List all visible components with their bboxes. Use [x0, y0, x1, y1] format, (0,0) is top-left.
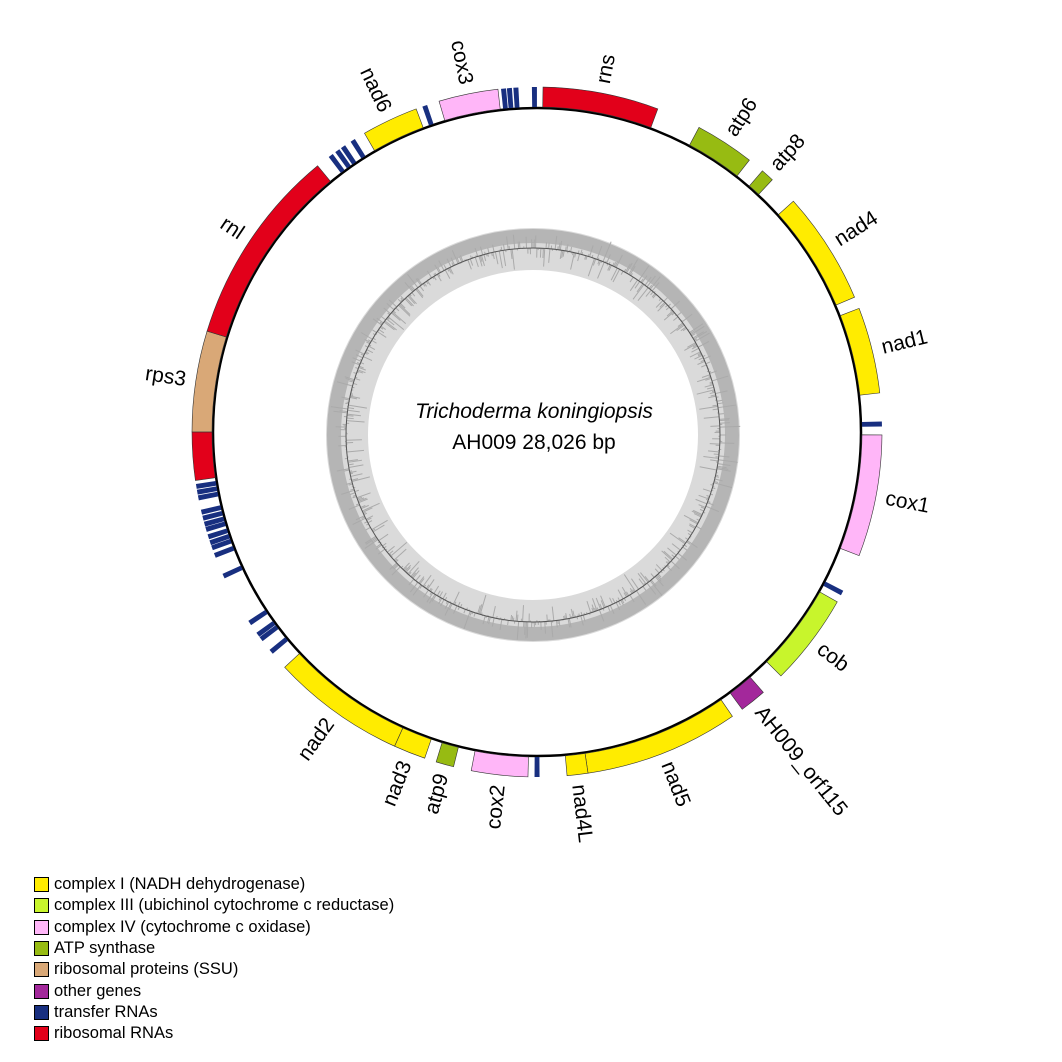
gene-nad4L[interactable] [564, 753, 589, 777]
legend-label: transfer RNAs [54, 1002, 158, 1021]
gene-trn[interactable] [823, 581, 844, 596]
legend-label: complex IV (cytochrome c oxidase) [54, 917, 311, 936]
gene-trn[interactable] [531, 87, 537, 108]
gene-label-rnl: rnl [216, 212, 248, 244]
gene-label-cox1: cox1 [884, 487, 932, 518]
gene-trn[interactable] [222, 565, 243, 579]
legend-item-complex1: complex I (NADH dehydrogenase) [34, 874, 394, 895]
legend-item-ribprot: ribosomal proteins (SSU) [34, 959, 394, 980]
gene-rns[interactable] [542, 86, 659, 128]
legend-item-complex4: complex IV (cytochrome c oxidase) [34, 917, 394, 938]
gene-trn[interactable] [209, 534, 230, 546]
legend-swatch [34, 983, 49, 999]
legend-swatch [34, 1026, 49, 1042]
gene-nad5[interactable] [584, 699, 733, 774]
gene-cob[interactable] [766, 591, 838, 677]
legend-label: ATP synthase [54, 939, 156, 958]
gene-trn[interactable] [203, 516, 225, 527]
gene-atp6[interactable] [689, 126, 750, 177]
gene-label-rns: rns [592, 52, 620, 85]
legend-label: complex I (NADH dehydrogenase) [54, 875, 306, 894]
gene-cox2[interactable] [470, 750, 529, 778]
gene-cox1[interactable] [840, 434, 883, 556]
gene-label-nad6: nad6 [355, 64, 396, 116]
legend-swatch [34, 919, 49, 935]
legend-item-complex3: complex III (ubichinol cytochrome c redu… [34, 895, 394, 916]
gene-trn[interactable] [256, 621, 276, 637]
gene-rps3[interactable] [191, 330, 227, 433]
gene-label-nad2: nad2 [293, 714, 339, 765]
legend-label: ribosomal proteins (SSU) [54, 960, 239, 979]
genome-backbone-circle [211, 106, 863, 758]
gene-label-cob: cob [813, 638, 854, 677]
gene-trn[interactable] [196, 486, 218, 495]
gene-track [191, 86, 883, 778]
gc-content-ring [326, 228, 741, 642]
legend: complex I (NADH dehydrogenase) complex II… [34, 874, 394, 1044]
gene-label-cox3: cox3 [446, 38, 477, 86]
gene-trn[interactable] [213, 546, 235, 558]
gc-midline-circle [345, 247, 721, 623]
gene-trn[interactable] [269, 637, 289, 654]
gene-trn[interactable] [259, 625, 279, 642]
gene-nad4[interactable] [778, 200, 855, 306]
gene-trn[interactable] [205, 521, 226, 532]
gene-label-cox2: cox2 [482, 784, 510, 831]
legend-swatch [34, 1004, 49, 1020]
gene-label-rps3: rps3 [144, 362, 188, 391]
legend-label: other genes [54, 981, 142, 1000]
legend-item-trna: transfer RNAs [34, 1002, 394, 1023]
species-name: Trichoderma koningiopsis [415, 400, 653, 423]
gene-trn[interactable] [350, 139, 366, 159]
gene-trn[interactable] [506, 87, 514, 109]
gc-ring-outer-band [327, 229, 739, 641]
gene-label-atp8: atp8 [766, 130, 810, 176]
gene-trn[interactable] [861, 421, 882, 427]
gene-atp9[interactable] [435, 742, 459, 768]
gene-rnl[interactable] [191, 431, 216, 481]
gene-label-nad5: nad5 [656, 758, 695, 810]
strain-and-size: AH009 28,026 bp [452, 431, 615, 454]
gene-trn[interactable] [248, 609, 268, 626]
gc-ring-background [326, 228, 740, 642]
legend-swatch [34, 877, 49, 893]
gene-trn[interactable] [211, 538, 232, 551]
gene-trn[interactable] [328, 153, 345, 173]
legend-swatch [34, 941, 49, 957]
gene-trn[interactable] [422, 104, 434, 126]
gene-nad6[interactable] [364, 108, 424, 151]
gene-AH009_orf115[interactable] [729, 676, 764, 710]
legend-item-atp: ATP synthase [34, 938, 394, 959]
gene-trn[interactable] [335, 149, 351, 169]
legend-swatch [34, 962, 49, 978]
gene-trn[interactable] [207, 528, 229, 540]
gene-label-nad4L: nad4L [567, 783, 597, 844]
gene-nad2[interactable] [284, 653, 404, 747]
legend-swatch [34, 898, 49, 914]
gene-label-atp9: atp9 [420, 771, 453, 817]
gene-label-atp6: atp6 [721, 94, 763, 141]
gene-trn[interactable] [195, 480, 217, 489]
gene-trn[interactable] [197, 491, 219, 501]
gene-label-nad1: nad1 [879, 325, 930, 358]
gene-trn[interactable] [513, 87, 520, 108]
legend-label: ribosomal RNAs [54, 1024, 174, 1043]
gene-trn[interactable] [340, 145, 357, 165]
legend-item-other: other genes [34, 980, 394, 1001]
gene-label-AH009_orf115: AH009_orf115 [750, 702, 852, 821]
gene-atp8[interactable] [748, 170, 773, 195]
legend-item-rrna: ribosomal RNAs [34, 1023, 394, 1044]
legend-label: complex III (ubichinol cytochrome c redu… [54, 896, 395, 915]
gene-trn[interactable] [534, 756, 540, 777]
gene-nad1[interactable] [840, 308, 881, 396]
gene-trn[interactable] [202, 510, 223, 521]
gene-trn[interactable] [501, 88, 508, 109]
gene-label-nad4: nad4 [830, 206, 882, 251]
gene-cox3[interactable] [438, 88, 501, 121]
gene-trn[interactable] [200, 505, 222, 515]
gene-rnl[interactable] [206, 165, 331, 338]
gene-label-nad3: nad3 [378, 758, 417, 810]
